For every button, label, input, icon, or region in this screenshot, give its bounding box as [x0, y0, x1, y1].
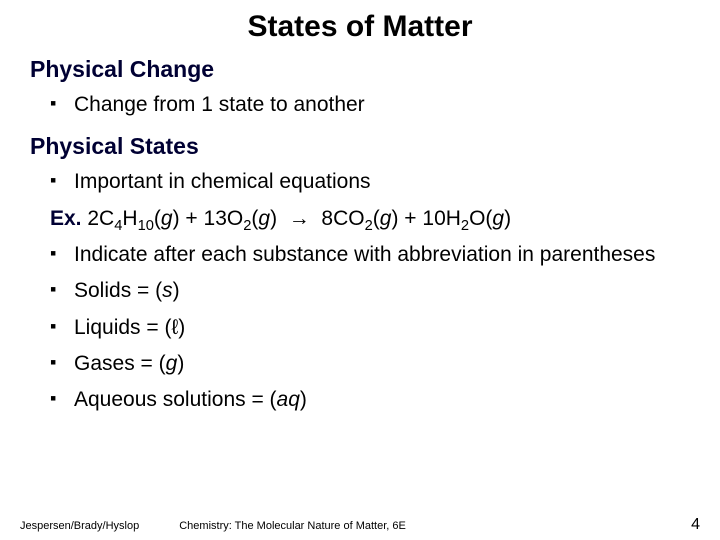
- slide: States of Matter Physical Change Change f…: [0, 0, 720, 415]
- section-heading: Physical Change: [30, 56, 690, 83]
- footer: Jespersen/Brady/Hyslop Chemistry: The Mo…: [0, 516, 720, 534]
- list-item: Change from 1 state to another: [50, 91, 690, 119]
- footer-page: 4: [691, 516, 700, 534]
- section-heading: Physical States: [30, 133, 690, 160]
- list-item: Aqueous solutions = (aq): [50, 386, 690, 414]
- footer-authors: Jespersen/Brady/Hyslop: [20, 520, 139, 532]
- sections-container: Physical Change Change from 1 state to an…: [30, 56, 690, 415]
- list-item: Liquids = (ℓ): [50, 314, 690, 342]
- page-title: States of Matter: [30, 10, 690, 44]
- footer-book: Chemistry: The Molecular Nature of Matte…: [179, 520, 691, 532]
- list-item: Gases = (g): [50, 350, 690, 378]
- bullet-list: Important in chemical equations Ex. 2C4H1…: [50, 168, 690, 414]
- list-item-plain: Ex. 2C4H10(g) + 13O2(g) → 8CO2(g) + 10H2…: [50, 205, 690, 233]
- list-item: Solids = (s): [50, 277, 690, 305]
- bullet-list: Change from 1 state to another: [50, 91, 690, 119]
- list-item: Important in chemical equations: [50, 168, 690, 196]
- list-item: Indicate after each substance with abbre…: [50, 241, 690, 269]
